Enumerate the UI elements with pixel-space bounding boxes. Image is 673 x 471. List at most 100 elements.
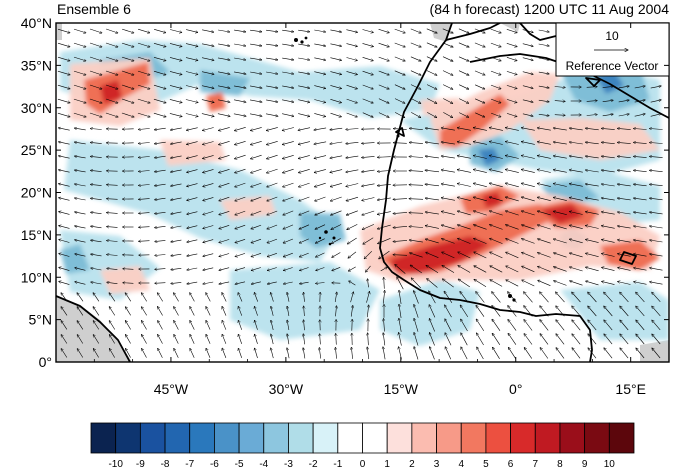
wind-vector xyxy=(330,57,341,61)
colorbar-swatch xyxy=(436,422,462,454)
wind-vector xyxy=(414,304,419,318)
wind-vector xyxy=(442,84,453,90)
wind-vector xyxy=(61,307,68,316)
wind-vector xyxy=(505,156,519,159)
wind-vector xyxy=(90,184,102,185)
wind-vector xyxy=(315,238,325,244)
wind-vector xyxy=(187,183,198,187)
wind-vector xyxy=(304,320,305,331)
wind-vector xyxy=(169,99,182,102)
wind-vector xyxy=(206,293,211,302)
wind-vector xyxy=(394,28,406,33)
wind-vector xyxy=(634,254,647,257)
wind-vector xyxy=(524,334,533,345)
wind-vector xyxy=(652,320,661,331)
wind-vector xyxy=(346,183,359,187)
wind-vector xyxy=(153,112,166,117)
wind-vector xyxy=(521,169,535,173)
wind-vector xyxy=(569,184,583,187)
wind-vector xyxy=(473,142,487,145)
wind-vector xyxy=(476,292,485,303)
wind-vector xyxy=(490,56,501,61)
wind-vector xyxy=(271,334,274,345)
wind-vector xyxy=(153,57,166,60)
wind-vector xyxy=(346,210,358,215)
wind-vector xyxy=(219,239,230,242)
wind-vector xyxy=(282,127,294,131)
wind-vector xyxy=(105,70,118,75)
wind-vector xyxy=(233,85,246,88)
wind-vector xyxy=(234,154,246,159)
wind-vector xyxy=(331,224,342,230)
wind-vector xyxy=(476,305,485,317)
wind-vector xyxy=(506,43,517,46)
wind-vector xyxy=(586,115,598,116)
wind-vector xyxy=(137,70,150,75)
wind-vector xyxy=(395,264,406,274)
wind-vector xyxy=(282,113,294,117)
wind-vector xyxy=(367,305,368,318)
wind-vector xyxy=(620,334,629,345)
wind-vector xyxy=(234,57,246,60)
wind-vector xyxy=(314,169,326,172)
wind-vector xyxy=(170,169,182,172)
wind-vector xyxy=(299,196,310,201)
wind-vector xyxy=(399,318,402,332)
colorbar-label: -4 xyxy=(259,459,268,470)
wind-vector xyxy=(155,212,166,213)
wind-vector xyxy=(585,239,599,243)
wind-vector xyxy=(219,169,230,172)
colorbar-label: 0 xyxy=(360,459,366,470)
wind-vector xyxy=(298,155,310,158)
colorbar-swatch xyxy=(238,422,265,454)
wind-vector xyxy=(538,99,549,102)
wind-vector xyxy=(522,29,534,33)
wind-vector xyxy=(266,141,278,144)
wind-vector xyxy=(174,334,179,344)
wind-vector xyxy=(58,184,70,187)
wind-vector xyxy=(524,320,533,331)
lat-tick-label: 20°N xyxy=(21,185,52,201)
wind-vector xyxy=(601,226,615,229)
wind-vector xyxy=(540,334,549,345)
reference-vector-label: Reference Vector xyxy=(566,59,659,73)
wind-vector xyxy=(201,99,214,103)
wind-vector xyxy=(74,170,86,173)
wind-vector xyxy=(251,281,261,284)
wind-vector xyxy=(588,306,597,317)
wind-vector xyxy=(251,182,262,187)
wind-vector xyxy=(441,198,455,201)
wind-vector xyxy=(425,239,439,244)
wind-vector xyxy=(458,70,469,76)
wind-vector xyxy=(409,171,424,172)
wind-vector xyxy=(443,112,452,117)
wind-vector xyxy=(540,292,549,303)
wind-vector xyxy=(61,293,68,302)
wind-vector xyxy=(107,255,118,256)
wind-vector xyxy=(250,127,262,130)
wind-vector xyxy=(537,170,551,173)
wind-vector xyxy=(298,71,310,74)
wind-vector xyxy=(492,305,501,317)
wind-vector xyxy=(540,320,549,331)
wind-vector xyxy=(633,226,647,229)
wind-vector xyxy=(556,292,565,303)
wind-vector xyxy=(203,197,214,200)
wind-vector xyxy=(442,28,453,33)
wind-vector xyxy=(521,225,535,230)
wind-vector xyxy=(123,283,134,284)
wind-vector xyxy=(106,28,118,33)
wind-vector xyxy=(235,253,246,256)
wind-vector xyxy=(346,112,358,117)
wind-vector xyxy=(601,184,615,187)
wind-vector xyxy=(362,183,375,186)
wind-vector xyxy=(61,321,68,330)
wind-vector xyxy=(347,237,357,244)
wind-vector xyxy=(171,197,182,200)
wind-vector xyxy=(90,156,102,157)
lon-tick-label: 45°W xyxy=(154,381,189,397)
wind-vector xyxy=(427,279,438,288)
wind-vector xyxy=(652,348,661,359)
wind-vector xyxy=(538,266,551,272)
